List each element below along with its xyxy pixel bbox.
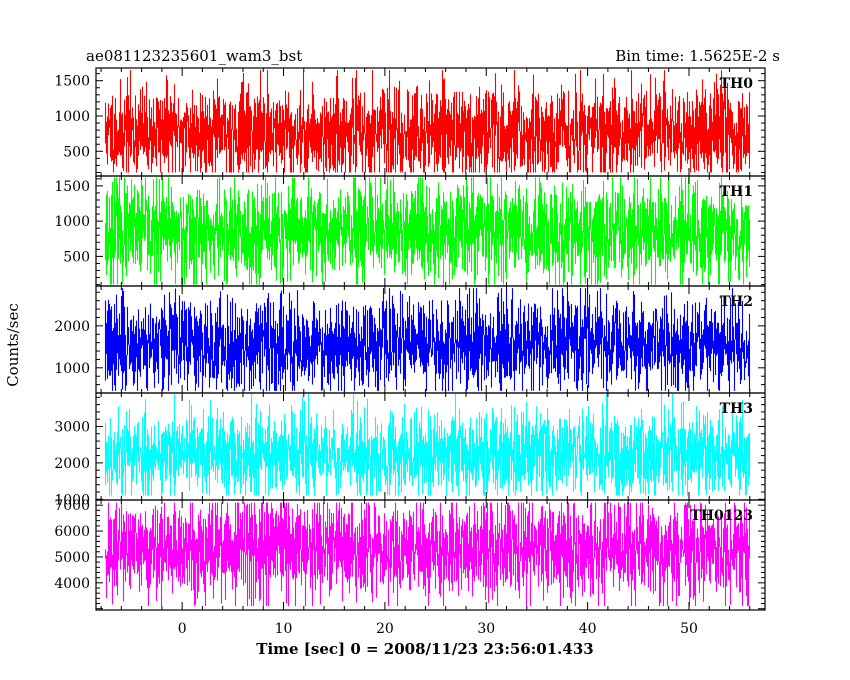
panel-th0123: 4000 5000 6000 7000 TH0123 bbox=[54, 498, 766, 611]
series-line-th2 bbox=[104, 288, 751, 391]
y-tick-label: 5000 bbox=[54, 550, 90, 566]
series-label-th2: TH2 bbox=[720, 294, 753, 310]
y-tick-label: 6000 bbox=[54, 524, 90, 540]
series-line-th3 bbox=[104, 393, 751, 496]
y-tick-label: 2000 bbox=[54, 319, 90, 335]
series-label-th0123: TH0123 bbox=[690, 508, 753, 524]
panel-th3: 1000 2000 3000 TH3 bbox=[54, 392, 766, 508]
y-tick-label: 1500 bbox=[54, 179, 90, 195]
series-label-th3: TH3 bbox=[720, 401, 753, 417]
x-tick-label: 40 bbox=[579, 621, 597, 637]
y-tick-label: 1500 bbox=[54, 74, 90, 90]
x-tick-label: 10 bbox=[275, 621, 293, 637]
series-line-th0 bbox=[104, 70, 751, 173]
series-label-th0: TH0 bbox=[720, 76, 754, 92]
panel-frame bbox=[95, 499, 766, 611]
y-axis-label: Counts/sec bbox=[4, 303, 22, 387]
x-tick-label: 50 bbox=[680, 621, 698, 637]
y-tick-label: 500 bbox=[63, 249, 90, 265]
x-axis-label: Time [sec] 0 = 2008/11/23 23:56:01.433 bbox=[256, 640, 593, 658]
x-axis: 0 10 20 30 40 50 bbox=[178, 621, 698, 637]
series-label-th1: TH1 bbox=[720, 184, 753, 200]
x-tick-label: 0 bbox=[178, 621, 187, 637]
panel-th1: 500 1000 1500 TH1 bbox=[54, 175, 766, 287]
y-tick-label: 3000 bbox=[54, 419, 90, 435]
y-tick-label: 1000 bbox=[54, 492, 90, 508]
y-tick-label: 1000 bbox=[54, 214, 90, 230]
panel-th0: 500 1000 1500 TH0 bbox=[54, 67, 766, 177]
series-line-th1 bbox=[104, 177, 751, 285]
x-tick-label: 20 bbox=[376, 621, 394, 637]
y-tick-label: 1000 bbox=[54, 361, 90, 377]
y-tick-label: 7000 bbox=[54, 498, 90, 514]
y-tick-label: 1000 bbox=[54, 109, 90, 125]
x-tick-label: 30 bbox=[477, 621, 495, 637]
y-tick-label: 500 bbox=[63, 144, 90, 160]
chart-title: ae081123235601_wam3_bst bbox=[86, 47, 302, 65]
y-tick-label: 4000 bbox=[54, 576, 90, 592]
y-tick-label: 2000 bbox=[54, 456, 90, 472]
series-line-th0123 bbox=[104, 502, 751, 607]
bin-time-label: Bin time: 1.5625E-2 s bbox=[615, 47, 780, 65]
panel-th2: 1000 2000 TH2 bbox=[54, 285, 766, 394]
